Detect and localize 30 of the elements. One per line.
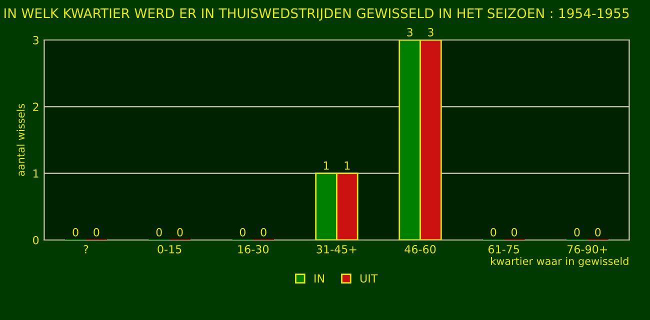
- data-label: 0: [490, 228, 496, 236]
- y-tick-label: 2: [33, 102, 38, 111]
- data-label: 0: [240, 228, 246, 236]
- y-tick-label: 0: [33, 236, 39, 244]
- legend-label: IN: [314, 274, 324, 282]
- chart-title: IN WELK KWARTIER WERD ER IN THUISWEDSTRIJDEN GEWISSELD IN HET SEIZOEN : 1954-1955: [4, 8, 629, 21]
- data-label: 3: [428, 28, 434, 36]
- data-label: 0: [156, 228, 162, 236]
- y-axis-title: aantal wissels: [16, 104, 25, 176]
- data-label: 3: [407, 28, 412, 36]
- data-label: 0: [595, 228, 601, 236]
- x-tick-label: 0-15: [158, 245, 182, 254]
- y-tick-label: 3: [33, 36, 38, 44]
- x-tick-label: 46-60: [404, 245, 436, 254]
- x-tick-label: ?: [84, 245, 88, 254]
- legend-label: UIT: [360, 274, 378, 283]
- y-tick-label: 1: [33, 169, 38, 178]
- data-label: 1: [344, 162, 350, 170]
- data-label: 0: [177, 228, 183, 236]
- data-label: 0: [511, 228, 518, 236]
- x-tick-label: 31-45+: [316, 245, 356, 254]
- data-label: 0: [94, 228, 100, 236]
- x-tick-label: 76-90+: [568, 245, 608, 254]
- data-label: 0: [574, 228, 580, 236]
- data-label: 0: [260, 228, 266, 236]
- x-tick-label: 16-30: [238, 245, 269, 254]
- data-label: 0: [72, 228, 78, 236]
- x-axis-title: kwartier waar in gewisseld: [491, 257, 628, 268]
- data-label: 1: [324, 162, 329, 170]
- x-tick-label: 61-75: [488, 245, 520, 254]
